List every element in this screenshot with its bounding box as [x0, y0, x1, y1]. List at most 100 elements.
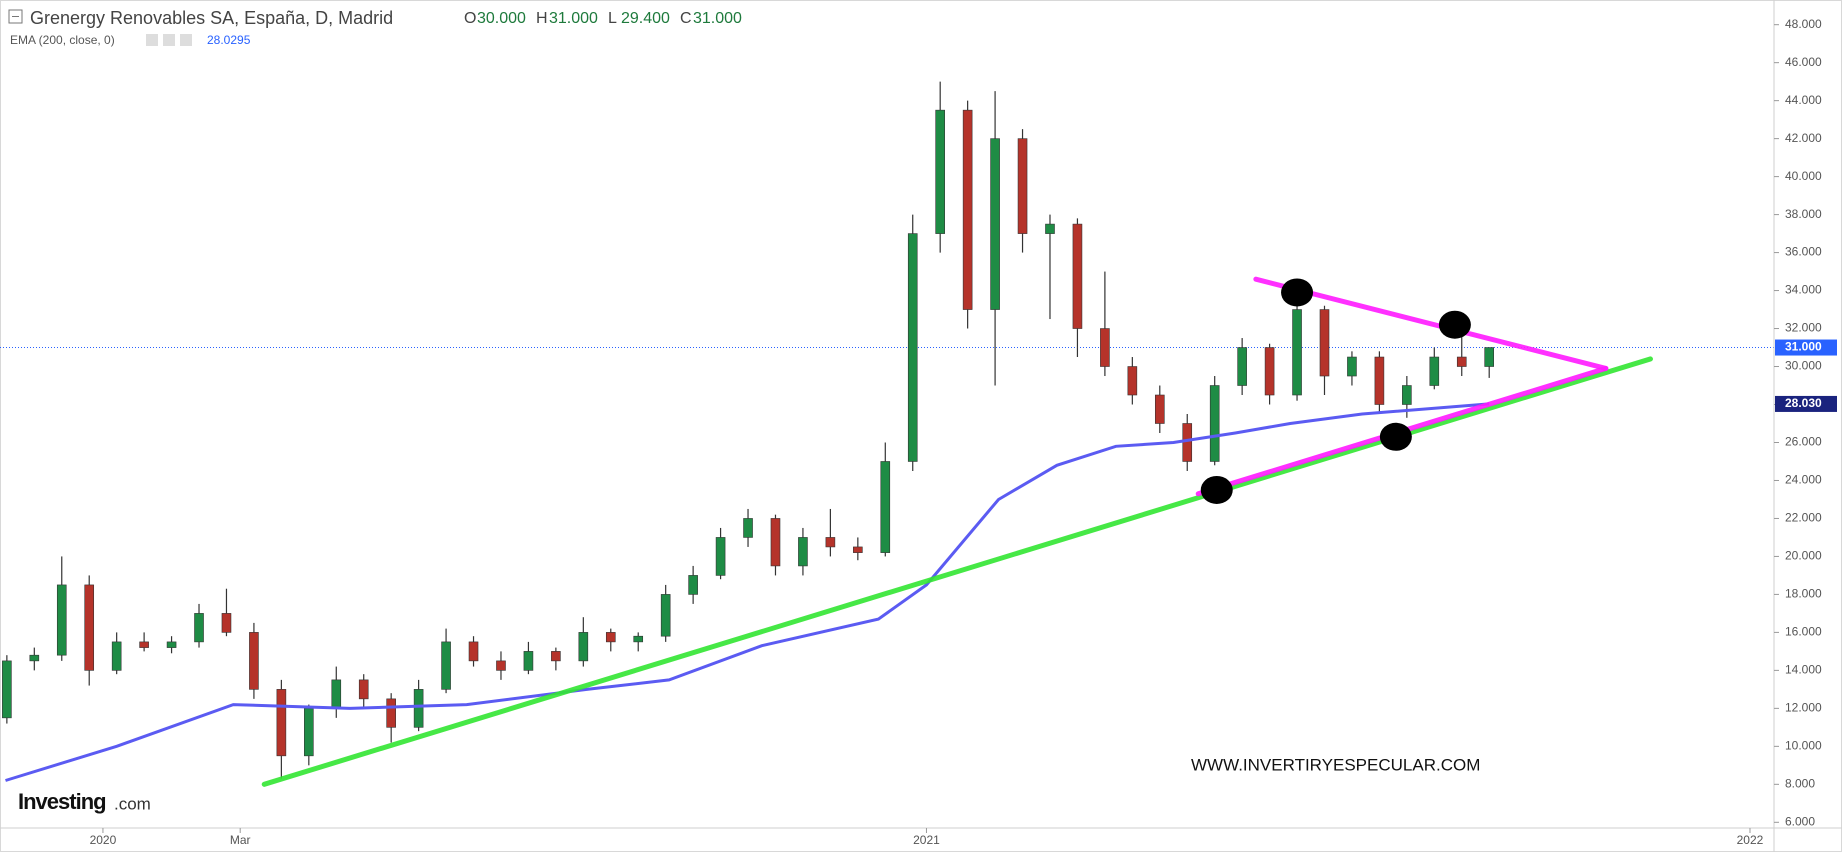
y-tick-label: 18.000 [1785, 587, 1822, 601]
candle-body [249, 632, 259, 690]
candle-body [880, 461, 891, 553]
ohlc-key: L [608, 10, 617, 27]
candle-body [962, 109, 973, 310]
candle-body [386, 698, 396, 728]
candle-body [825, 537, 836, 548]
candle-body [1429, 356, 1440, 386]
candle-body [468, 641, 479, 662]
candle-body [441, 641, 451, 690]
candle-body [1045, 223, 1055, 234]
indicator-name: EMA (200, close, 0) [10, 33, 115, 47]
candle-body [56, 584, 67, 656]
candle-body [276, 689, 287, 757]
candle-body [1100, 328, 1110, 367]
chart-title: Grenergy Renovables SA, España, D, Madri… [30, 8, 393, 28]
y-tick-label: 12.000 [1785, 701, 1822, 715]
candle-body [358, 679, 369, 700]
candle-body [139, 641, 149, 648]
x-tick-label: 2020 [90, 833, 117, 847]
candle-body [551, 651, 561, 662]
pivot-marker [1200, 475, 1233, 504]
candle-body [84, 584, 95, 671]
y-tick-label: 20.000 [1785, 549, 1822, 563]
candle-body [1154, 394, 1165, 424]
ema-line [5, 402, 1490, 782]
pivot-marker [1281, 278, 1314, 307]
candle-body [1127, 366, 1138, 396]
pivot-marker [1438, 310, 1471, 339]
candle-body [1456, 356, 1467, 367]
candle-body [496, 660, 506, 671]
indicator-remove[interactable] [180, 34, 192, 46]
ohlc-value: 31.000 [549, 10, 598, 27]
candle-body [221, 613, 232, 633]
y-tick-label: 48.000 [1785, 17, 1822, 31]
ema-badge [1775, 395, 1837, 412]
y-tick-label: 46.000 [1785, 55, 1822, 69]
trendline [261, 356, 1653, 787]
trendline [1253, 276, 1609, 371]
x-tick-label: 2022 [1737, 833, 1764, 847]
y-tick-label: 6.000 [1785, 814, 1815, 828]
candle-body [990, 138, 1000, 310]
y-tick-label: 8.000 [1785, 776, 1815, 790]
candle-body [605, 632, 616, 643]
candle-body [715, 537, 726, 576]
candle-body [743, 518, 753, 538]
candle-body [1182, 423, 1193, 462]
candle-body [688, 575, 698, 595]
candle-body [660, 594, 671, 637]
candle-body [523, 651, 534, 671]
candle-body [1319, 309, 1330, 377]
price-badge-label: 31.000 [1785, 340, 1822, 354]
candle-body [1264, 347, 1275, 396]
candle-body [1347, 356, 1357, 377]
candle-body [1374, 356, 1385, 405]
candle-body [1209, 385, 1220, 462]
ema-badge-label: 28.030 [1785, 396, 1822, 410]
candle-body [413, 689, 424, 728]
y-tick-label: 30.000 [1785, 359, 1822, 373]
x-tick-label: 2021 [913, 833, 940, 847]
candle-body [2, 660, 12, 719]
candle-body [166, 641, 177, 648]
ohlc-value: 31.000 [693, 10, 742, 27]
candle-body [1017, 138, 1028, 234]
indicator-value: 28.0295 [207, 33, 251, 47]
y-tick-label: 34.000 [1785, 283, 1822, 297]
candle-body [907, 233, 918, 462]
y-tick-label: 38.000 [1785, 207, 1822, 221]
ohlc-key: O [464, 10, 476, 27]
y-tick-label: 32.000 [1785, 321, 1822, 335]
indicator-visibility[interactable] [163, 34, 175, 46]
pivot-marker [1379, 422, 1412, 451]
ohlc-key: C [680, 10, 692, 27]
y-tick-label: 16.000 [1785, 625, 1822, 639]
indicator-settings[interactable] [146, 34, 158, 46]
ohlc-value: 29.400 [621, 10, 670, 27]
candle-body [331, 679, 342, 709]
candle-body [29, 654, 40, 662]
y-tick-label: 44.000 [1785, 93, 1822, 107]
candle-body [111, 641, 122, 671]
candle-body [1402, 385, 1412, 405]
y-tick-label: 10.000 [1785, 739, 1822, 753]
candle-body [578, 632, 589, 662]
candle-body [853, 546, 863, 553]
candle-body [633, 635, 644, 643]
y-tick-label: 22.000 [1785, 511, 1822, 525]
y-tick-label: 14.000 [1785, 663, 1822, 677]
y-tick-label: 26.000 [1785, 435, 1822, 449]
candle-body [770, 518, 781, 567]
collapse-icon[interactable] [8, 9, 23, 24]
candle-body [1237, 347, 1247, 386]
ohlc-value: 30.000 [477, 10, 526, 27]
candle-body [1484, 347, 1494, 367]
y-tick-label: 40.000 [1785, 169, 1822, 183]
y-tick-label: 42.000 [1785, 131, 1822, 145]
logo: Investing [18, 789, 106, 814]
candle-body [1292, 309, 1302, 396]
y-tick-label: 24.000 [1785, 473, 1822, 487]
candle-body [304, 708, 314, 757]
